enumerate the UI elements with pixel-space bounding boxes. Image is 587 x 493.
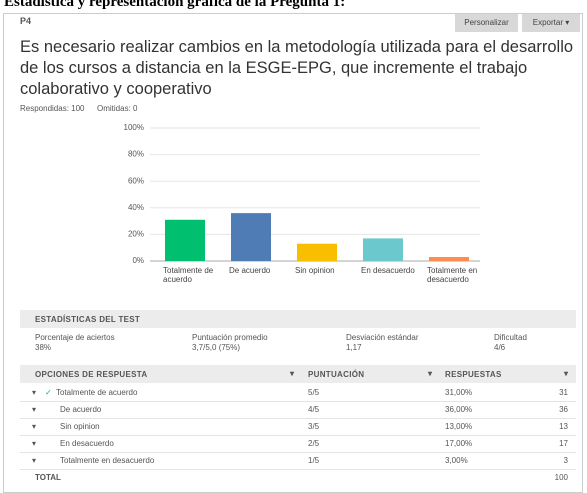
x-tick-label: Totalmente de acuerdo (163, 266, 214, 284)
expand-caret[interactable]: ▾ (32, 388, 37, 397)
table-header (20, 365, 576, 383)
stat-label: Porcentaje de aciertos (35, 333, 115, 342)
count: 13 (559, 422, 568, 431)
answered: Respondidas: 100 (20, 104, 85, 113)
bar (363, 238, 403, 261)
x-tick-label: De acuerdo (229, 266, 271, 275)
expand-caret[interactable]: ▾ (32, 439, 37, 448)
sort-caret[interactable]: ▾ (428, 369, 433, 378)
stat-value: 1,17 (346, 343, 362, 352)
count: 36 (559, 405, 568, 414)
bar (165, 219, 205, 261)
page-heading: Estadística y representación gráfica de … (4, 0, 346, 10)
y-tick-label: 100% (124, 123, 144, 132)
expand-caret[interactable]: ▾ (32, 405, 37, 414)
stat-label: Dificultad (494, 333, 527, 342)
option: En desacuerdo (60, 439, 114, 448)
option: Totalmente de acuerdo (56, 388, 138, 397)
score: 5/5 (308, 388, 320, 397)
y-tick-label: 40% (128, 203, 144, 212)
stat-label: Desviación estándar (346, 333, 419, 342)
export-label: Exportar (532, 18, 563, 27)
header-score: PUNTUACIÓN (308, 370, 365, 379)
score: 4/5 (308, 405, 320, 414)
option: Totalmente en desacuerdo (60, 456, 155, 465)
export-button[interactable]: Exportar ▾ (522, 14, 580, 32)
percent: 3,00% (445, 456, 468, 465)
customize-button[interactable]: Personalizar (455, 14, 518, 32)
table-row: ▾ En desacuerdo 2/5 17,00% 17 (20, 435, 576, 453)
total-row: TOTAL 100 (20, 469, 576, 486)
expand-caret[interactable]: ▾ (32, 456, 37, 465)
percent: 31,00% (445, 388, 473, 397)
percent: 17,00% (445, 439, 473, 448)
stat-value: 4/6 (494, 343, 506, 352)
x-tick-label: En desacuerdo (361, 266, 415, 275)
table-row: ▾ ✓ Totalmente de acuerdo 5/5 31,00% 31 (20, 384, 576, 402)
x-tick-label: Sin opinion (295, 266, 335, 275)
percent: 36,00% (445, 405, 473, 414)
chart: 0% 20% 40% 60% 80% 100% (124, 123, 480, 265)
stat-value: 38% (35, 343, 52, 352)
total-count: 100 (554, 473, 568, 482)
table-row: ▾ De acuerdo 4/5 36,00% 36 (20, 401, 576, 419)
correct-check: ✓ (45, 388, 52, 397)
skipped: Omitidas: 0 (97, 104, 138, 113)
header-responses: RESPUESTAS (445, 370, 502, 379)
sort-caret[interactable]: ▾ (564, 369, 569, 378)
stats-title: ESTADÍSTICAS DEL TEST (35, 315, 141, 324)
stat-label: Puntuación promedio (192, 333, 268, 342)
stat-value: 3,7/5,0 (75%) (192, 343, 241, 352)
count: 17 (559, 439, 568, 448)
bar (297, 243, 337, 261)
sort-caret[interactable]: ▾ (290, 369, 295, 378)
y-tick-label: 80% (128, 150, 144, 159)
table-row: ▾ Sin opinion 3/5 13,00% 13 (20, 418, 576, 436)
score: 2/5 (308, 439, 320, 448)
score: 1/5 (308, 456, 320, 465)
question-number: P4 (20, 16, 32, 26)
y-tick-label: 0% (132, 256, 144, 265)
header-option: OPCIONES DE RESPUESTA (35, 370, 148, 379)
table-row: ▾ Totalmente en desacuerdo 1/5 3,00% 3 (20, 452, 576, 470)
total-label: TOTAL (35, 473, 61, 482)
score: 3/5 (308, 422, 320, 431)
option: De acuerdo (60, 405, 102, 414)
question-text: Es necesario realizar cambios en la meto… (20, 38, 574, 98)
expand-caret[interactable]: ▾ (32, 422, 37, 431)
option: Sin opinion (60, 422, 100, 431)
count: 31 (559, 388, 568, 397)
stats-header (20, 310, 576, 328)
x-tick-label: Totalmente en desacuerdo (427, 266, 478, 284)
percent: 13,00% (445, 422, 473, 431)
count: 3 (563, 456, 568, 465)
bar (231, 213, 271, 261)
y-tick-label: 60% (128, 176, 144, 185)
bar (429, 257, 469, 261)
y-tick-label: 20% (128, 230, 144, 239)
